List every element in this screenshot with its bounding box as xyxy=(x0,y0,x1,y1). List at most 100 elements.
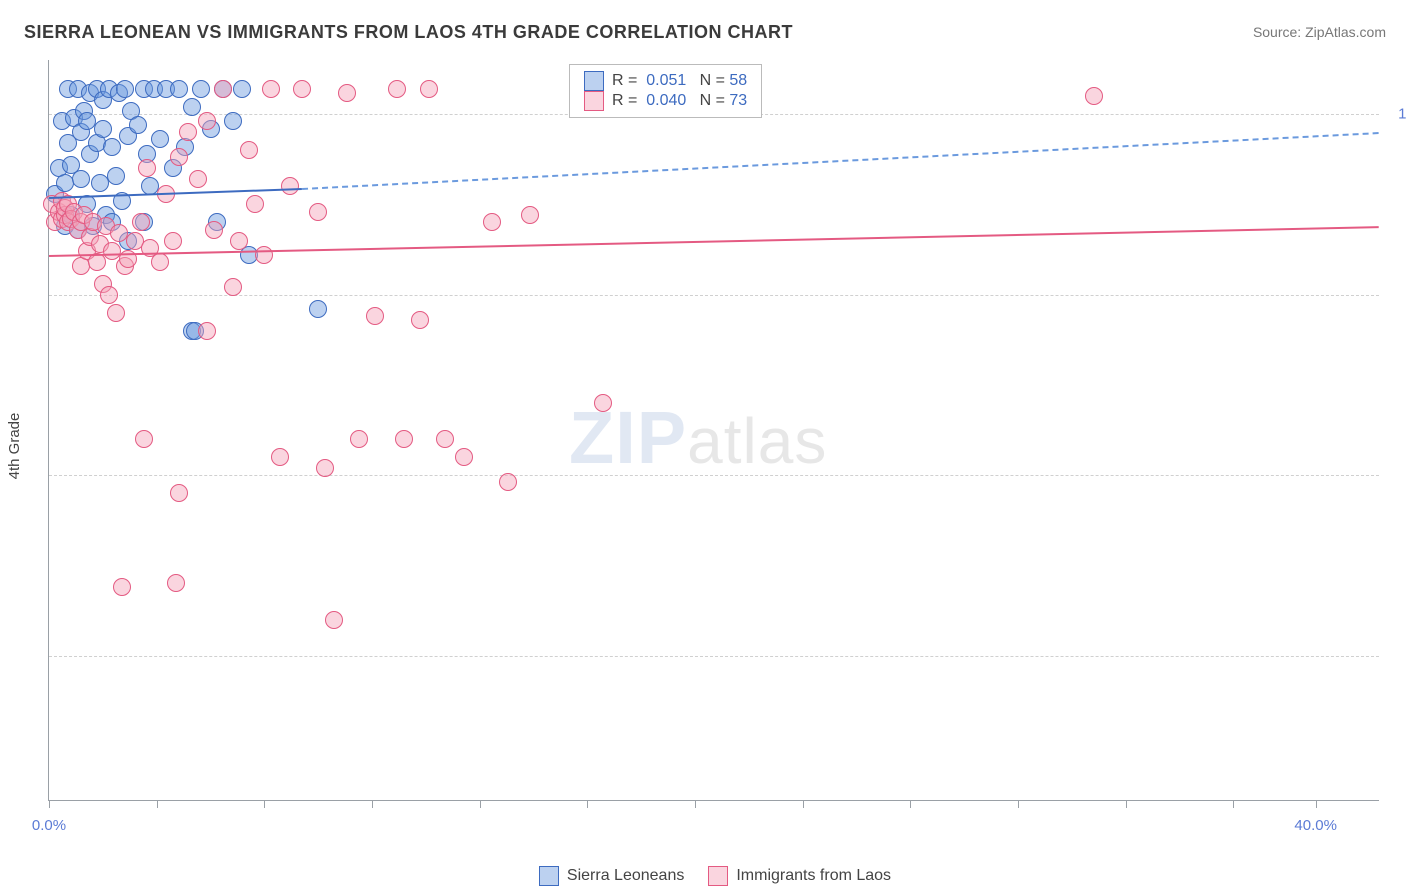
data-point xyxy=(116,80,134,98)
data-point xyxy=(170,484,188,502)
x-tick-label: 40.0% xyxy=(1294,817,1337,834)
source-prefix: Source: xyxy=(1253,24,1305,40)
data-point xyxy=(230,232,248,250)
data-point xyxy=(420,80,438,98)
data-point xyxy=(214,80,232,98)
data-point xyxy=(240,141,258,159)
data-point xyxy=(192,80,210,98)
r-value: 0.040 xyxy=(646,92,686,109)
x-tick xyxy=(587,800,588,808)
x-tick xyxy=(372,800,373,808)
data-point xyxy=(198,322,216,340)
legend-swatch xyxy=(584,71,604,91)
trend-line xyxy=(302,132,1379,190)
data-point xyxy=(170,148,188,166)
data-point xyxy=(388,80,406,98)
y-axis-label: 4th Grade xyxy=(6,413,23,480)
legend-row: R = 0.040 N = 73 xyxy=(584,91,747,111)
watermark-atlas: atlas xyxy=(687,405,827,477)
data-point xyxy=(100,286,118,304)
data-point xyxy=(521,206,539,224)
x-tick xyxy=(1018,800,1019,808)
data-point xyxy=(316,459,334,477)
legend-label: Immigrants from Laos xyxy=(736,867,891,884)
data-point xyxy=(189,170,207,188)
data-point xyxy=(179,123,197,141)
legend-stats: R = 0.051 N = 58R = 0.040 N = 73 xyxy=(569,64,762,118)
data-point xyxy=(309,300,327,318)
data-point xyxy=(151,130,169,148)
data-point xyxy=(262,80,280,98)
x-tick xyxy=(157,800,158,808)
x-tick xyxy=(695,800,696,808)
data-point xyxy=(107,167,125,185)
source-link[interactable]: ZipAtlas.com xyxy=(1305,24,1386,40)
data-point xyxy=(483,213,501,231)
data-point xyxy=(183,98,201,116)
data-point xyxy=(436,430,454,448)
data-point xyxy=(233,80,251,98)
data-point xyxy=(281,177,299,195)
data-point xyxy=(205,221,223,239)
data-point xyxy=(135,430,153,448)
trend-line xyxy=(49,226,1379,257)
data-point xyxy=(499,473,517,491)
x-tick xyxy=(1126,800,1127,808)
data-point xyxy=(164,232,182,250)
data-point xyxy=(325,611,343,629)
gridline xyxy=(49,475,1379,476)
source-credit: Source: ZipAtlas.com xyxy=(1253,24,1386,40)
y-tick-label: 100.0% xyxy=(1398,106,1406,123)
n-value: 73 xyxy=(729,92,747,109)
data-point xyxy=(103,138,121,156)
legend-label: Sierra Leoneans xyxy=(567,867,684,884)
x-tick xyxy=(480,800,481,808)
data-point xyxy=(350,430,368,448)
data-point xyxy=(72,170,90,188)
data-point xyxy=(107,304,125,322)
x-tick-label: 0.0% xyxy=(32,817,66,834)
data-point xyxy=(129,116,147,134)
legend-row: R = 0.051 N = 58 xyxy=(584,71,747,91)
data-point xyxy=(224,278,242,296)
data-point xyxy=(411,311,429,329)
data-point xyxy=(170,80,188,98)
data-point xyxy=(338,84,356,102)
data-point xyxy=(246,195,264,213)
scatter-plot-area: ZIPatlas 85.0%90.0%95.0%100.0%0.0%40.0%R… xyxy=(48,60,1379,801)
x-tick xyxy=(1316,800,1317,808)
chart-title: SIERRA LEONEAN VS IMMIGRANTS FROM LAOS 4… xyxy=(24,22,793,43)
r-value: 0.051 xyxy=(646,72,686,89)
legend-swatch xyxy=(708,866,728,886)
gridline xyxy=(49,295,1379,296)
legend-bottom: Sierra Leoneans Immigrants from Laos xyxy=(0,866,1406,886)
x-tick xyxy=(49,800,50,808)
x-tick xyxy=(803,800,804,808)
data-point xyxy=(271,448,289,466)
data-point xyxy=(594,394,612,412)
gridline xyxy=(49,656,1379,657)
data-point xyxy=(138,159,156,177)
data-point xyxy=(198,112,216,130)
data-point xyxy=(1085,87,1103,105)
x-tick xyxy=(1233,800,1234,808)
data-point xyxy=(94,120,112,138)
data-point xyxy=(224,112,242,130)
x-tick xyxy=(264,800,265,808)
legend-swatch xyxy=(539,866,559,886)
x-tick xyxy=(910,800,911,808)
trend-line xyxy=(49,188,302,199)
data-point xyxy=(151,253,169,271)
data-point xyxy=(366,307,384,325)
data-point xyxy=(132,213,150,231)
data-point xyxy=(455,448,473,466)
data-point xyxy=(255,246,273,264)
data-point xyxy=(293,80,311,98)
n-value: 58 xyxy=(729,72,747,89)
data-point xyxy=(113,578,131,596)
data-point xyxy=(309,203,327,221)
data-point xyxy=(167,574,185,592)
legend-swatch xyxy=(584,91,604,111)
data-point xyxy=(395,430,413,448)
watermark-zip: ZIP xyxy=(569,396,687,479)
